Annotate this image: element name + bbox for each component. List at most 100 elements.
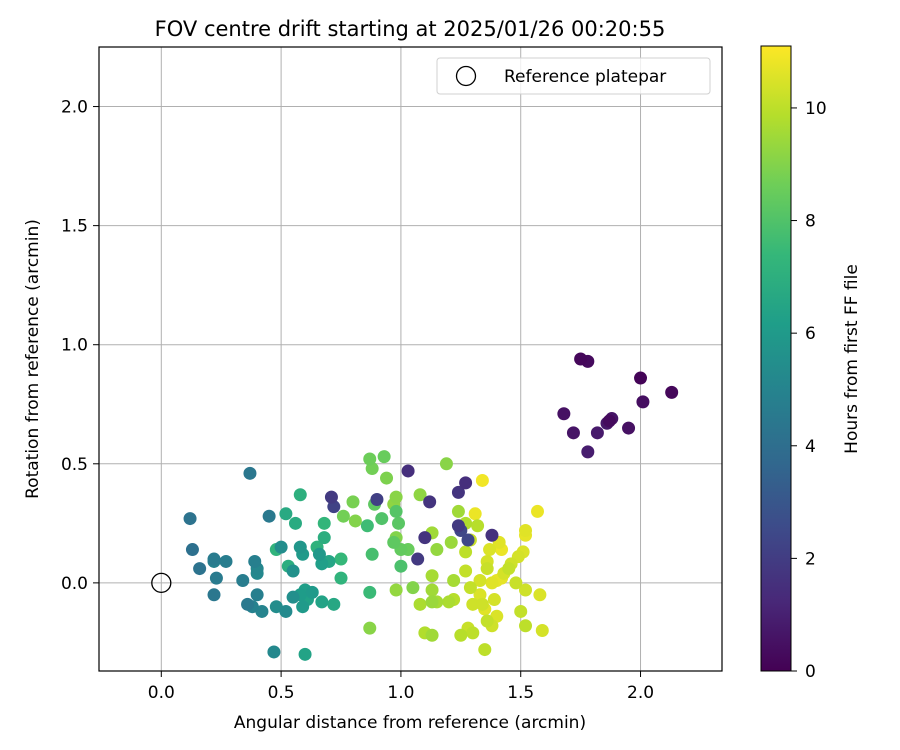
data-point (327, 597, 341, 611)
data-point (634, 371, 648, 385)
data-point (590, 426, 604, 440)
data-point (473, 573, 487, 587)
legend-marker-reference (455, 65, 477, 87)
data-point (389, 490, 403, 504)
grid (99, 47, 722, 671)
data-point (485, 528, 499, 542)
data-point (530, 504, 544, 518)
data-point (365, 547, 379, 561)
data-point (241, 597, 255, 611)
data-point (394, 559, 408, 573)
data-point (255, 604, 269, 618)
data-point (444, 535, 458, 549)
data-point (483, 543, 497, 557)
data-point (471, 519, 485, 533)
data-point (312, 547, 326, 561)
colorbar-tick-label: 10 (805, 99, 827, 119)
colorbar-tick-label: 6 (805, 324, 816, 344)
data-point (557, 407, 571, 421)
y-tick-label: 0.5 (61, 455, 88, 475)
data-point (466, 597, 480, 611)
data-point (480, 614, 494, 628)
data-point (487, 593, 501, 607)
data-point (447, 573, 461, 587)
reference-marker (151, 572, 172, 594)
data-point (413, 488, 427, 502)
data-point (236, 573, 250, 587)
data-point (262, 509, 276, 523)
data-point (346, 495, 360, 509)
data-point (418, 531, 432, 545)
x-axis-ticks: 0.0 0.5 1.0 1.5 2.0 (148, 671, 654, 703)
data-point (293, 540, 307, 554)
data-point (363, 585, 377, 599)
data-point (315, 595, 329, 609)
data-point (209, 571, 223, 585)
data-point (336, 509, 350, 523)
data-point (430, 543, 444, 557)
colorbar-label: Hours from first FF file (842, 264, 862, 454)
data-point (439, 457, 453, 471)
data-point (380, 471, 394, 485)
y-tick-label: 0.0 (61, 574, 88, 594)
data-point (305, 585, 319, 599)
data-point (454, 628, 468, 642)
data-points (183, 352, 679, 661)
data-point (425, 628, 439, 642)
data-point (425, 595, 439, 609)
x-tick-label: 1.0 (387, 683, 414, 703)
colorbar-tick-label: 8 (805, 212, 816, 232)
data-point (286, 590, 300, 604)
data-point (293, 488, 307, 502)
data-point (274, 540, 288, 554)
data-point (360, 519, 374, 533)
data-point (636, 395, 650, 409)
data-point (377, 450, 391, 464)
plot-frame (98, 46, 723, 672)
x-tick-label: 1.5 (507, 683, 534, 703)
data-point (387, 535, 401, 549)
data-point (485, 576, 499, 590)
data-point (463, 581, 477, 595)
data-point (468, 507, 482, 521)
data-point (370, 493, 384, 507)
data-point (514, 604, 528, 618)
data-point (581, 445, 595, 459)
data-point (389, 583, 403, 597)
data-point (334, 571, 348, 585)
data-point (665, 385, 679, 399)
data-point (451, 485, 465, 499)
data-point (348, 514, 362, 528)
data-point (401, 464, 415, 478)
data-point (451, 519, 465, 533)
data-point (193, 562, 207, 576)
data-point (389, 504, 403, 518)
data-point (459, 476, 473, 490)
data-point (317, 531, 331, 545)
data-point (502, 562, 516, 576)
data-point (459, 564, 473, 578)
y-axis-ticks: 0.0 0.5 1.0 1.5 2.0 (61, 98, 99, 594)
y-axis-label: Rotation from reference (arcmin) (23, 219, 43, 499)
data-point (622, 421, 636, 435)
data-point (334, 552, 348, 566)
data-point (243, 466, 257, 480)
x-tick-label: 0.0 (148, 683, 175, 703)
data-point (461, 533, 475, 547)
data-point (406, 581, 420, 595)
data-point (442, 595, 456, 609)
data-point (183, 512, 197, 526)
reference-point (151, 572, 172, 594)
data-point (269, 600, 283, 614)
x-axis-label: Angular distance from reference (arcmin) (234, 713, 586, 733)
data-point (423, 495, 437, 509)
data-point (519, 523, 533, 537)
data-point (392, 516, 406, 530)
data-point (286, 564, 300, 578)
colorbar-tick-label: 0 (805, 662, 816, 682)
data-point (459, 545, 473, 559)
data-point (296, 600, 310, 614)
y-tick-label: 1.0 (61, 336, 88, 356)
data-point (451, 504, 465, 518)
